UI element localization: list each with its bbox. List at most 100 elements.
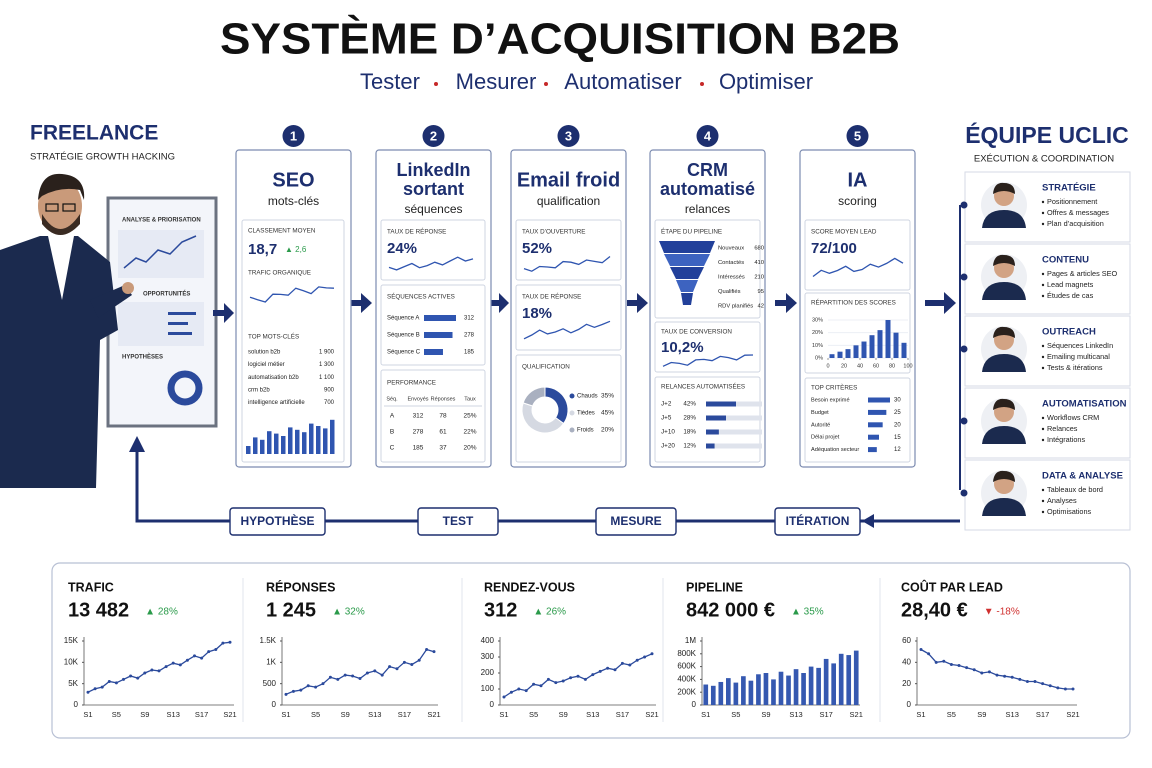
avatar-body [982, 210, 1026, 228]
section-label: TOP MOTS-CLÉS [248, 332, 299, 341]
histogram-bar [901, 342, 907, 358]
point [410, 662, 414, 666]
y-tick-label: 30% [812, 317, 823, 323]
loop-step-box [595, 507, 677, 536]
panel-box [241, 219, 345, 463]
shirt [48, 236, 74, 300]
criterion-bar [868, 422, 883, 428]
point [425, 648, 429, 652]
step-number-badge [696, 125, 719, 147]
legend-value: 35% [601, 393, 614, 400]
decor-bar [288, 427, 293, 454]
point [291, 689, 295, 693]
sequence-label: Séquence A [387, 316, 419, 322]
followup-bar [706, 401, 736, 407]
point [100, 685, 104, 689]
bar [741, 676, 746, 705]
step-subtitle: scoring [838, 194, 877, 208]
board-line [123, 235, 197, 269]
bar [763, 673, 769, 705]
y-tick-label: 0 [272, 700, 277, 709]
loop-step-box [229, 507, 326, 536]
table-cell: 22% [463, 429, 476, 436]
y-tick-label: 0 [692, 700, 697, 709]
histogram-bar [861, 341, 867, 358]
avatar-hair [993, 326, 1015, 338]
loop-step-box [774, 507, 861, 536]
point [1063, 687, 1067, 691]
point [1003, 674, 1007, 678]
sparkline [249, 286, 335, 303]
bullet [1041, 488, 1045, 492]
x-tick-label: S1 [499, 710, 508, 719]
step-number-badge [282, 125, 305, 147]
bar [710, 685, 716, 705]
kpi-change: ▼ -18% [984, 607, 1020, 618]
connector-dot [960, 345, 968, 353]
section-label: RELANCES AUTOMATISÉES [661, 382, 745, 391]
legend-value: 45% [601, 410, 614, 417]
subtitle-item: Optimiser [719, 69, 813, 94]
kpi-label: COÛT PAR LEAD [901, 579, 1003, 594]
y-tick-label: 200K [677, 687, 696, 696]
donut-segment [522, 386, 546, 407]
point [1018, 677, 1022, 681]
y-tick-label: 0 [490, 700, 495, 709]
loop-line [135, 448, 960, 523]
bullet [1041, 344, 1045, 348]
bar [823, 658, 829, 705]
funnel-label: RDV planifiés [718, 304, 753, 310]
board-label: OPPORTUNITÉS [143, 290, 190, 298]
loop-arrowhead [129, 436, 145, 452]
table-cell: 312 [413, 413, 424, 420]
team-title: ÉQUIPE UCLIC [965, 121, 1129, 148]
point [150, 668, 154, 672]
table-header: Séq. [386, 396, 398, 402]
panel-box [515, 354, 622, 463]
y-tick-label: 15K [64, 636, 79, 645]
bullet [1041, 366, 1045, 370]
point [321, 682, 325, 686]
decor-bar [246, 446, 251, 454]
x-tick-label: S13 [368, 710, 381, 719]
keyword-volume: 1 900 [319, 350, 335, 356]
criterion-label: Délai projet [811, 435, 840, 441]
step-number: 2 [430, 128, 437, 143]
kpi-value: 13 482 [68, 599, 129, 621]
point [919, 648, 923, 652]
metric-value: 72/100 [811, 240, 857, 257]
hair [38, 173, 85, 200]
point [509, 690, 513, 694]
bullet [1041, 510, 1045, 514]
x-tick-label: S1 [916, 710, 925, 719]
point [214, 648, 218, 652]
histogram-bar [885, 320, 891, 358]
point [569, 676, 573, 680]
point [299, 688, 303, 692]
histogram-bar [845, 349, 851, 358]
followup-bar [706, 443, 715, 449]
bar [756, 674, 761, 705]
arrow [627, 293, 648, 313]
beard [42, 214, 80, 235]
sequence-value: 312 [464, 316, 475, 322]
x-tick-label: S9 [977, 710, 986, 719]
y-tick-label: 300 [481, 652, 495, 661]
criterion-bar [868, 447, 877, 453]
bar [846, 655, 852, 705]
sparkline [388, 256, 474, 271]
followup-value: 42% [683, 401, 696, 408]
point [561, 679, 565, 683]
x-tick-label: S21 [645, 710, 658, 719]
sparkline [523, 320, 611, 340]
bar [748, 680, 754, 705]
bar [726, 678, 731, 705]
criterion-value: 20 [894, 422, 901, 428]
keyword: intelligence artificielle [248, 400, 305, 406]
section-label: TAUX DE CONVERSION [661, 329, 732, 336]
criterion-label: Adéquation secteur [811, 447, 859, 453]
step-subtitle: mots-clés [268, 194, 319, 208]
section-label: TRAFIC ORGANIQUE [248, 270, 311, 277]
step-number: 4 [704, 128, 712, 143]
point [965, 666, 969, 670]
